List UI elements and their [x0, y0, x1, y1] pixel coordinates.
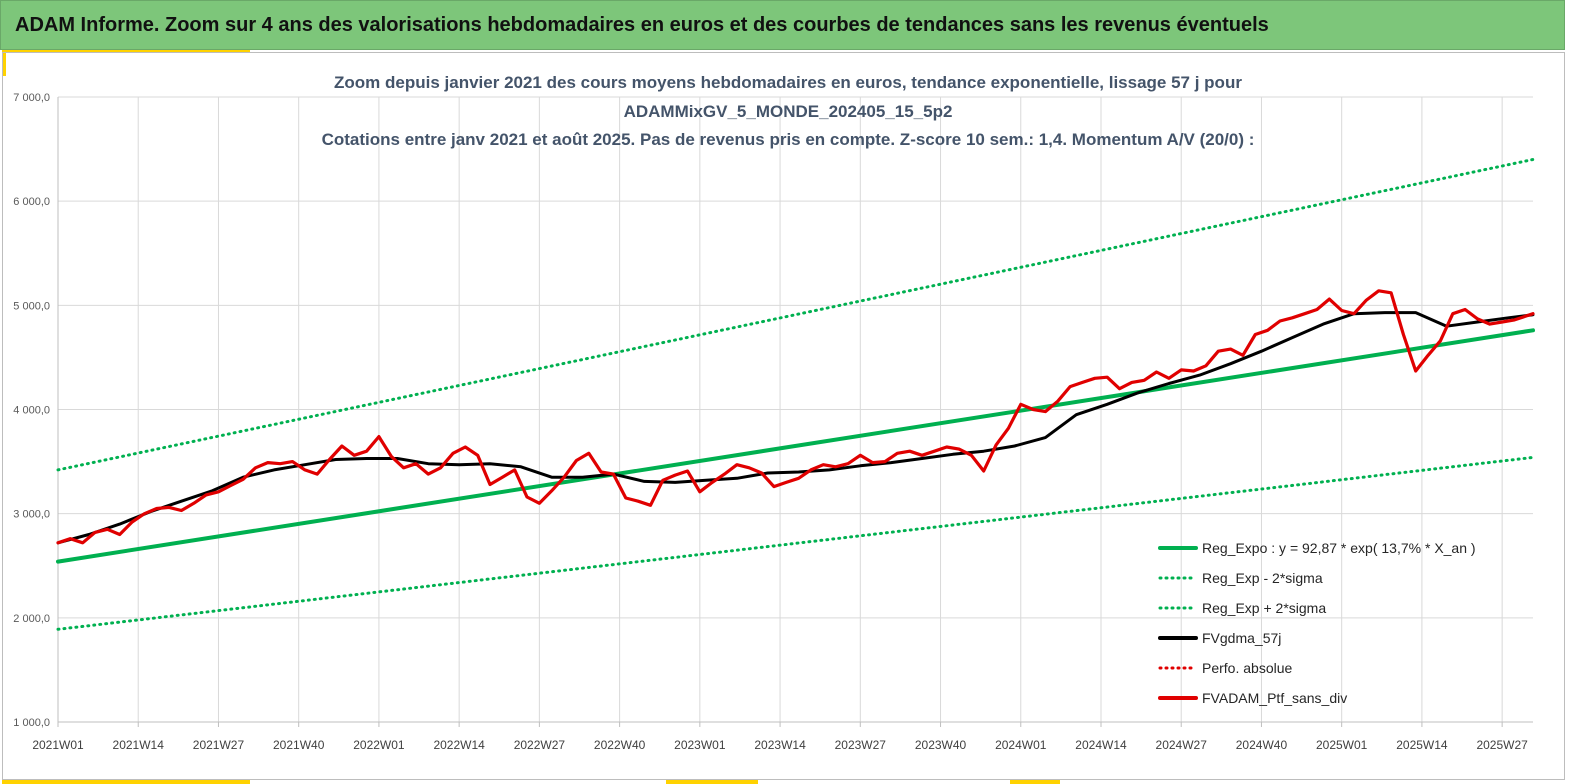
x-tick-label: 2024W14 — [1075, 738, 1127, 752]
x-tick-label: 2021W27 — [193, 738, 245, 752]
x-tick-label: 2024W40 — [1236, 738, 1288, 752]
series-line-fvgdma-57j — [56, 311, 1535, 545]
accent-bar-top-left — [2, 50, 250, 53]
x-tick-label: 2025W27 — [1476, 738, 1528, 752]
y-tick-label: 6 000,0 — [13, 196, 50, 208]
legend-label-fvgdma-57j: FVgdma_57j — [1202, 630, 1281, 646]
accent-bar-bottom-left — [2, 779, 250, 784]
y-tick-label: 2 000,0 — [13, 613, 50, 625]
x-tick-label: 2021W40 — [273, 738, 325, 752]
chart-frame — [2, 52, 1565, 780]
x-tick-label: 2022W01 — [353, 738, 405, 752]
x-tick-label: 2025W14 — [1396, 738, 1448, 752]
legend-label-reg-exp-2-sigma: Reg_Exp + 2*sigma — [1202, 600, 1326, 616]
legend-label-perfo-absolue: Perfo. absolue — [1202, 660, 1292, 676]
series-line-reg-expo-y-92-87-exp-13-7-x-an — [56, 328, 1535, 564]
x-tick-label: 2021W01 — [32, 738, 84, 752]
y-tick-label: 3 000,0 — [13, 509, 50, 521]
series-line-fvadam-ptf-sans-div — [56, 289, 1535, 545]
x-tick-label: 2023W14 — [754, 738, 806, 752]
accent-bar-bottom-mid — [666, 780, 758, 784]
chart-title-line-3: Cotations entre janv 2021 et août 2025. … — [322, 130, 1255, 149]
series-lines — [56, 158, 1535, 631]
legend: Reg_Expo : y = 92,87 * exp( 13,7% * X_an… — [1158, 540, 1476, 706]
y-tick-label: 4 000,0 — [13, 405, 50, 417]
gridlines — [57, 96, 1533, 727]
y-axis-ticks: 1 000,0 2 000,0 3 000,0 4 000,0 5 000,0 6 000… — [13, 92, 50, 729]
y-tick-label: 1 000,0 — [13, 717, 50, 729]
x-tick-label: 2022W27 — [514, 738, 566, 752]
x-tick-label: 2021W14 — [113, 738, 165, 752]
chart-title-line-1: Zoom depuis janvier 2021 des cours moyen… — [334, 73, 1242, 92]
x-tick-label: 2024W27 — [1156, 738, 1208, 752]
x-tick-label: 2025W01 — [1316, 738, 1368, 752]
x-tick-label: 2022W40 — [594, 738, 646, 752]
title-banner: ADAM Informe. Zoom sur 4 ans des valoris… — [0, 0, 1565, 50]
x-tick-label: 2023W01 — [674, 738, 726, 752]
x-tick-label: 2023W27 — [835, 738, 887, 752]
x-tick-label: 2022W14 — [433, 738, 485, 752]
legend-label-reg-expo-y-92-87-exp-13-7-x-an: Reg_Expo : y = 92,87 * exp( 13,7% * X_an… — [1202, 540, 1476, 556]
x-tick-label: 2023W40 — [915, 738, 967, 752]
y-tick-label: 7 000,0 — [13, 92, 50, 104]
series-line-reg-exp-2-sigma — [56, 455, 1535, 631]
chart-title: Zoom depuis janvier 2021 des cours moyen… — [322, 73, 1255, 149]
accent-bar-left — [2, 50, 6, 76]
accent-bar-bottom-right — [1010, 780, 1060, 784]
x-tick-label: 2024W01 — [995, 738, 1047, 752]
y-tick-label: 5 000,0 — [13, 300, 50, 312]
legend-label-fvadam-ptf-sans-div: FVADAM_Ptf_sans_div — [1202, 690, 1347, 706]
page-title: ADAM Informe. Zoom sur 4 ans des valoris… — [15, 14, 1269, 36]
series-line-reg-exp-2-sigma — [56, 158, 1535, 472]
legend-label-reg-exp-2-sigma: Reg_Exp - 2*sigma — [1202, 570, 1323, 586]
chart-title-line-2: ADAMMixGV_5_MONDE_202405_15_5p2 — [624, 102, 953, 121]
x-axis-ticks: 2021W01 2021W14 2021W27 2021W40 2022W01 2022W… — [32, 738, 1528, 752]
